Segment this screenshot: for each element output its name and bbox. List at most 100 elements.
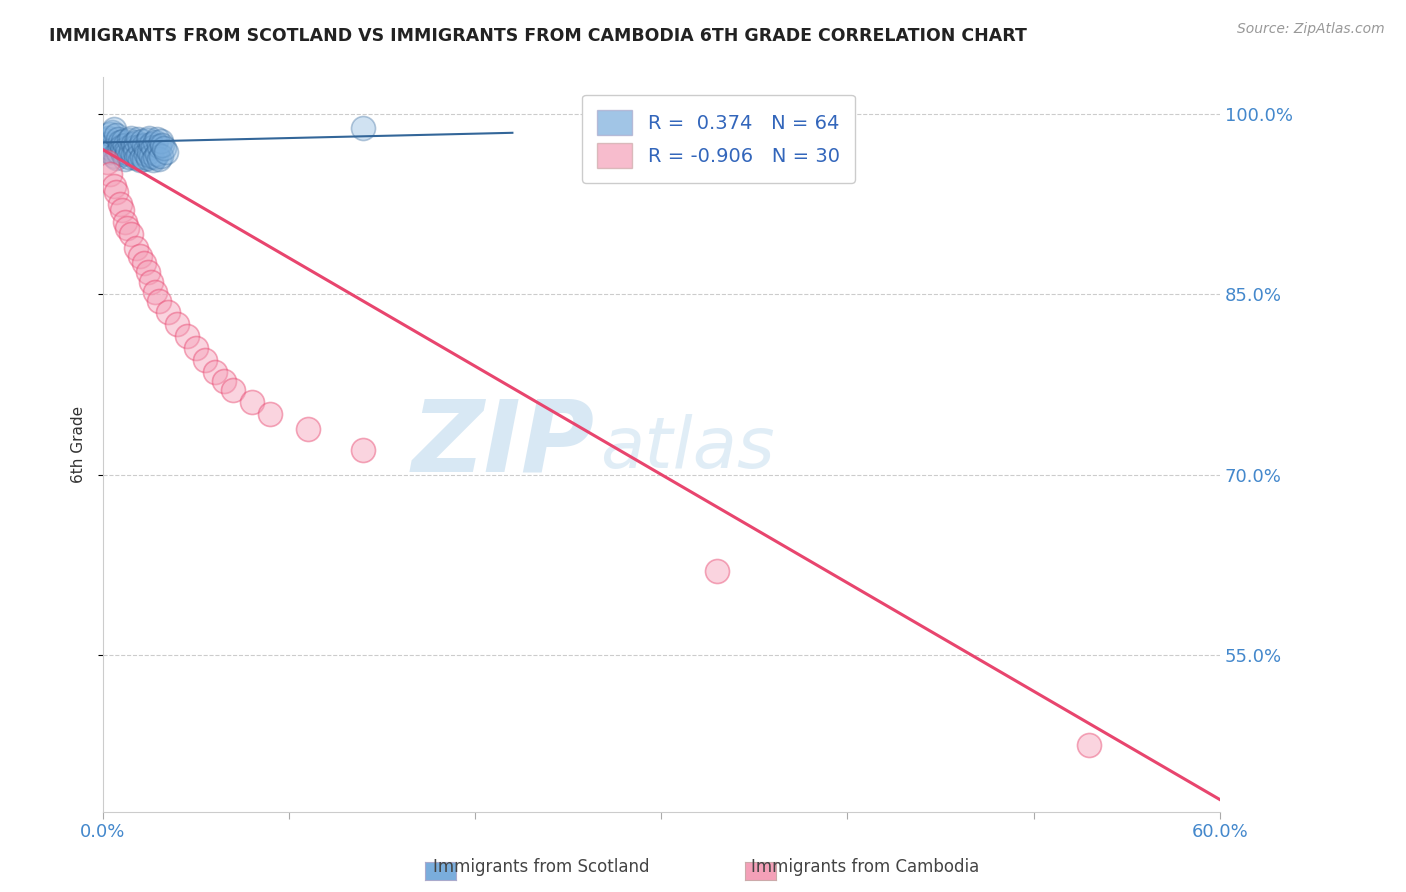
Point — [157, 305, 180, 319]
Point — [143, 150, 166, 164]
Text: IMMIGRANTS FROM SCOTLAND VS IMMIGRANTS FROM CAMBODIA 6TH GRADE CORRELATION CHART: IMMIGRANTS FROM SCOTLAND VS IMMIGRANTS F… — [49, 27, 1028, 45]
Point — [125, 151, 148, 165]
Point — [110, 202, 132, 217]
Point — [114, 153, 136, 167]
Point — [240, 395, 263, 409]
Point — [120, 227, 142, 241]
Point — [146, 147, 169, 161]
Legend: R =  0.374   N = 64, R = -0.906   N = 30: R = 0.374 N = 64, R = -0.906 N = 30 — [582, 95, 855, 184]
Point — [194, 353, 217, 368]
Point — [143, 285, 166, 299]
Point — [118, 133, 141, 147]
Text: Immigrants from Cambodia: Immigrants from Cambodia — [751, 858, 979, 876]
Point — [138, 145, 160, 159]
Point — [149, 149, 172, 163]
Point — [141, 136, 163, 151]
Point — [148, 139, 170, 153]
Point — [125, 241, 148, 255]
Point — [112, 147, 135, 161]
Point — [166, 317, 188, 331]
Point — [706, 564, 728, 578]
Point — [98, 127, 121, 141]
Point — [155, 145, 177, 159]
Text: atlas: atlas — [600, 414, 775, 483]
Point — [121, 136, 143, 151]
Point — [138, 130, 160, 145]
Point — [132, 153, 155, 167]
Point — [143, 136, 166, 150]
Point — [259, 408, 281, 422]
Point — [204, 365, 226, 379]
Point — [184, 341, 207, 355]
Point — [1078, 739, 1101, 753]
Point — [101, 143, 124, 157]
Point — [115, 141, 138, 155]
Point — [142, 153, 165, 168]
Point — [132, 137, 155, 152]
Point — [353, 443, 375, 458]
Point — [103, 178, 125, 193]
Point — [127, 132, 149, 146]
Point — [212, 374, 235, 388]
Point — [118, 150, 141, 164]
Point — [135, 141, 157, 155]
Point — [124, 140, 146, 154]
Point — [131, 134, 153, 148]
Point — [108, 141, 131, 155]
Point — [97, 130, 120, 145]
Point — [152, 137, 174, 152]
Point — [97, 140, 120, 154]
Point — [110, 139, 132, 153]
Point — [108, 136, 131, 150]
Point — [129, 139, 152, 153]
Point — [176, 329, 198, 343]
Point — [104, 128, 127, 143]
Point — [110, 144, 132, 158]
Point — [149, 134, 172, 148]
Point — [112, 134, 135, 148]
Point — [125, 136, 148, 150]
Point — [136, 133, 159, 147]
Point — [96, 154, 118, 169]
Point — [121, 147, 143, 161]
Point — [96, 136, 118, 151]
Point — [131, 150, 153, 164]
Point — [101, 125, 124, 139]
Point — [135, 147, 157, 161]
Point — [353, 120, 375, 135]
Point — [104, 151, 127, 165]
Point — [107, 145, 129, 159]
Point — [141, 149, 163, 163]
Point — [127, 149, 149, 163]
Point — [114, 137, 136, 152]
Point — [222, 384, 245, 398]
Point — [153, 141, 176, 155]
Point — [136, 151, 159, 165]
Point — [148, 294, 170, 309]
Point — [120, 144, 142, 158]
Point — [120, 130, 142, 145]
Point — [115, 146, 138, 161]
Point — [129, 248, 152, 262]
Point — [148, 153, 170, 167]
Text: Immigrants from Scotland: Immigrants from Scotland — [433, 858, 650, 876]
Point — [103, 122, 125, 136]
Point — [124, 145, 146, 159]
Point — [103, 149, 125, 163]
Point — [98, 167, 121, 181]
Point — [146, 132, 169, 146]
Point — [104, 185, 127, 199]
Point — [136, 265, 159, 279]
Point — [108, 196, 131, 211]
Point — [132, 256, 155, 270]
Point — [129, 153, 152, 168]
Point — [142, 140, 165, 154]
Text: ZIP: ZIP — [412, 396, 595, 493]
Point — [98, 145, 121, 159]
Point — [107, 132, 129, 146]
Y-axis label: 6th Grade: 6th Grade — [72, 406, 86, 483]
Point — [115, 220, 138, 235]
Point — [141, 275, 163, 289]
Text: Source: ZipAtlas.com: Source: ZipAtlas.com — [1237, 22, 1385, 37]
Point — [114, 215, 136, 229]
